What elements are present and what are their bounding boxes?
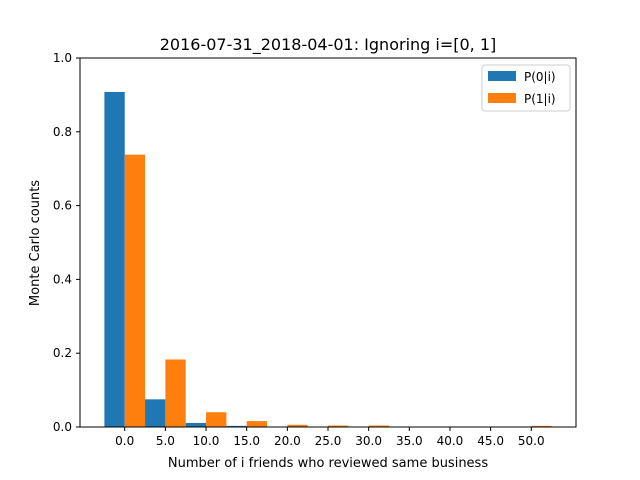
x-tick-label: 35.0: [396, 434, 423, 448]
x-tick-label: 20.0: [274, 434, 301, 448]
bar-series-1-x-25: [328, 425, 349, 427]
chart-title: 2016-07-31_2018-04-01: Ignoring i=[0, 1]: [160, 35, 497, 55]
bars-layer: [104, 91, 552, 428]
y-tick-label: 0.8: [53, 125, 72, 139]
bar-series-0-x-5: [145, 399, 166, 427]
axes-layer: 0.0 5.0 10.0 15.0 20.0 25.0 30.0 35.0 40.0 45.0 50…: [53, 51, 577, 448]
bar-series-0-x-10: [185, 422, 207, 427]
bar-series-1-x-0: [124, 154, 146, 428]
bar-series-0-x-15: [226, 425, 247, 427]
x-tick-label: 50.0: [518, 434, 545, 448]
legend: P(0|i) P(1|i): [481, 64, 571, 112]
legend-swatch-0: [488, 71, 516, 81]
y-tick-label: 1.0: [53, 51, 72, 65]
x-tick-label: 5.0: [156, 434, 175, 448]
legend-label-1: P(1|i): [524, 92, 556, 106]
x-tick-label: 0.0: [115, 434, 134, 448]
y-tick-label: 0.6: [53, 199, 72, 213]
legend-label-0: P(0|i): [524, 70, 556, 84]
x-tick-label: 25.0: [315, 434, 342, 448]
y-tick-label: 0.2: [53, 346, 72, 360]
bar-series-1-x-5: [165, 359, 186, 427]
bar-series-1-x-50: [531, 425, 552, 427]
bar-series-1-x-30: [368, 425, 389, 427]
bar-series-1-x-15: [246, 421, 268, 427]
bar-series-1-x-20: [287, 424, 308, 427]
y-axis-label: Monte Carlo counts: [28, 180, 43, 306]
bar-series-0-x-0: [104, 91, 125, 427]
x-tick-label: 40.0: [437, 434, 464, 448]
y-tick-label: 0.4: [53, 272, 72, 286]
legend-swatch-1: [488, 93, 516, 103]
bar-series-1-x-10: [206, 412, 227, 427]
x-tick-label: 15.0: [233, 434, 260, 448]
x-tick-label: 45.0: [477, 434, 504, 448]
y-tick-label: 0.0: [53, 420, 72, 434]
x-tick-label: 10.0: [193, 434, 220, 448]
x-tick-label: 30.0: [355, 434, 382, 448]
x-axis-label: Number of i friends who reviewed same bu…: [168, 456, 488, 471]
